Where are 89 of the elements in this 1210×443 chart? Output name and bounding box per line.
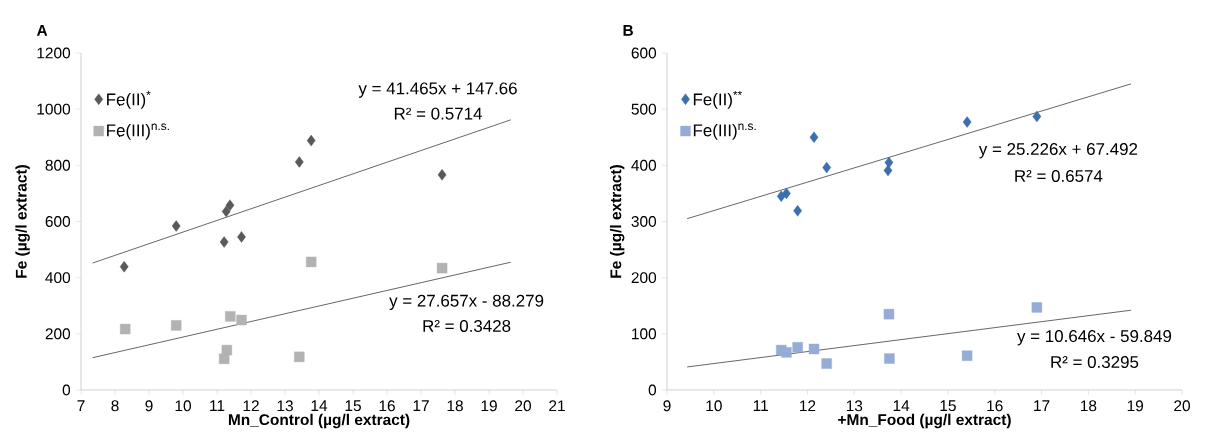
x-tick-label: 14 [311,400,328,411]
annotation: y = 27.657x - 88.279 [389,294,544,311]
point [1031,302,1043,313]
y-tick-label: 400 [45,272,71,284]
point [225,199,235,211]
point [1032,110,1042,123]
annotation: R² = 0.3428 [423,319,511,332]
x-tick-label: 18 [447,400,463,412]
y-tick-label: 0 [648,384,657,396]
chart-title: A [36,25,48,36]
x-tick-label: 7 [77,400,85,411]
point [961,350,973,361]
x-axis-title: Mn_Control (µg/l extract) [228,413,410,429]
y-tick-label: 400 [631,159,657,171]
y-tick-label: 800 [45,159,71,171]
x-tick-label: 20 [515,400,531,412]
legend-label: Fe(II)$^{*}$ [107,90,151,109]
point [436,262,448,274]
point [884,353,895,364]
x-tick-label: 18 [1080,400,1097,412]
point [821,358,832,369]
y-tick-label: 100 [632,328,657,340]
x-tick-label: 20 [1174,400,1190,412]
y-tick-label: 1000 [37,103,71,115]
point [218,353,230,365]
annotation: y = 41.465x + 147.66 [358,82,517,98]
x-tick-label: 11 [210,400,225,411]
x-tick-label: 12 [800,400,816,412]
annotation: y = 25.226x + 67.492 [978,143,1138,159]
point [225,311,236,322]
y-tick-label: 200 [631,272,657,284]
y-tick-label: 300 [631,216,657,227]
x-tick-label: 16 [987,400,1003,412]
x-tick-label: 9 [663,400,671,412]
x-tick-label: 10 [706,400,722,412]
point [305,256,317,268]
point [219,236,229,248]
point [236,314,247,326]
point [294,156,304,168]
point [793,205,802,217]
point [792,342,803,353]
point [119,261,129,273]
x-axis-title: +Mn_Food (µg/l extract) [838,413,1011,429]
point [171,220,181,232]
x-tick-label: 9 [145,400,153,412]
x-tick-label: 19 [1127,400,1144,412]
point [883,164,893,177]
point [808,343,820,355]
y-tick-label: 600 [631,47,657,59]
y-tick-label: 0 [62,384,71,396]
point [809,131,819,143]
point [171,320,182,331]
x-tick-label: 21 [549,400,565,412]
point [883,308,895,320]
y-axis-title: Fe (µg/l extract) [15,165,30,278]
x-tick-label: 16 [379,400,395,412]
annotation: R² = 0.5714 [394,107,482,120]
x-tick-label: 15 [345,400,361,412]
y-tick-label: 1200 [37,47,71,59]
y-tick-label: 200 [45,328,71,340]
x-tick-label: 11 [753,400,768,411]
y-tick-label: 600 [45,216,71,227]
legend-label: Fe(II)$^{**}$ [693,90,742,109]
point [120,323,131,335]
x-tick-label: 10 [175,400,191,412]
annotation: R² = 0.3295 [1051,356,1139,369]
x-tick-label: 15 [940,400,956,412]
x-tick-label: 14 [893,400,910,411]
point [294,351,305,363]
point [237,231,246,243]
point [437,169,447,181]
y-axis-title: Fe (µg/l extract) [609,165,625,278]
point [781,347,792,358]
annotation: R² = 0.6574 [1015,170,1103,182]
x-tick-label: 8 [111,400,119,412]
y-tick-label: 500 [631,103,657,115]
point [962,116,972,128]
chart-title: B [623,25,633,36]
x-tick-label: 13 [846,400,863,412]
x-tick-label: 17 [413,400,429,411]
legend-label: Fe(III)$^{n.s.}$ [693,123,756,140]
x-tick-label: 19 [481,400,497,412]
annotation: y = 10.646x - 59.849 [1017,330,1172,346]
legend-label: Fe(III)$^{n.s.}$ [107,123,169,140]
point [306,134,316,147]
point [221,205,231,218]
x-tick-label: 12 [243,400,259,412]
x-tick-label: 13 [277,400,293,412]
x-tick-label: 17 [1034,400,1050,411]
